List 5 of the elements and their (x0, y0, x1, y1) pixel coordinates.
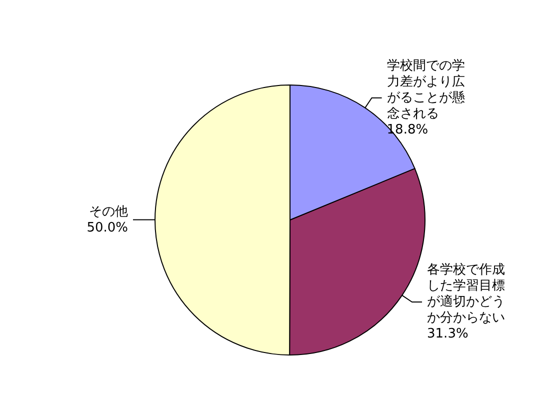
slice-label: その他 (89, 204, 128, 220)
slice-label: 各学校で作成した学習目標が適切かどうか分からない (427, 262, 506, 326)
data-label: 31.3% (427, 326, 468, 342)
data-label: 50.0% (86, 220, 128, 236)
slice-label: 学校間での学力差がより広がることが懸念される (386, 58, 465, 122)
